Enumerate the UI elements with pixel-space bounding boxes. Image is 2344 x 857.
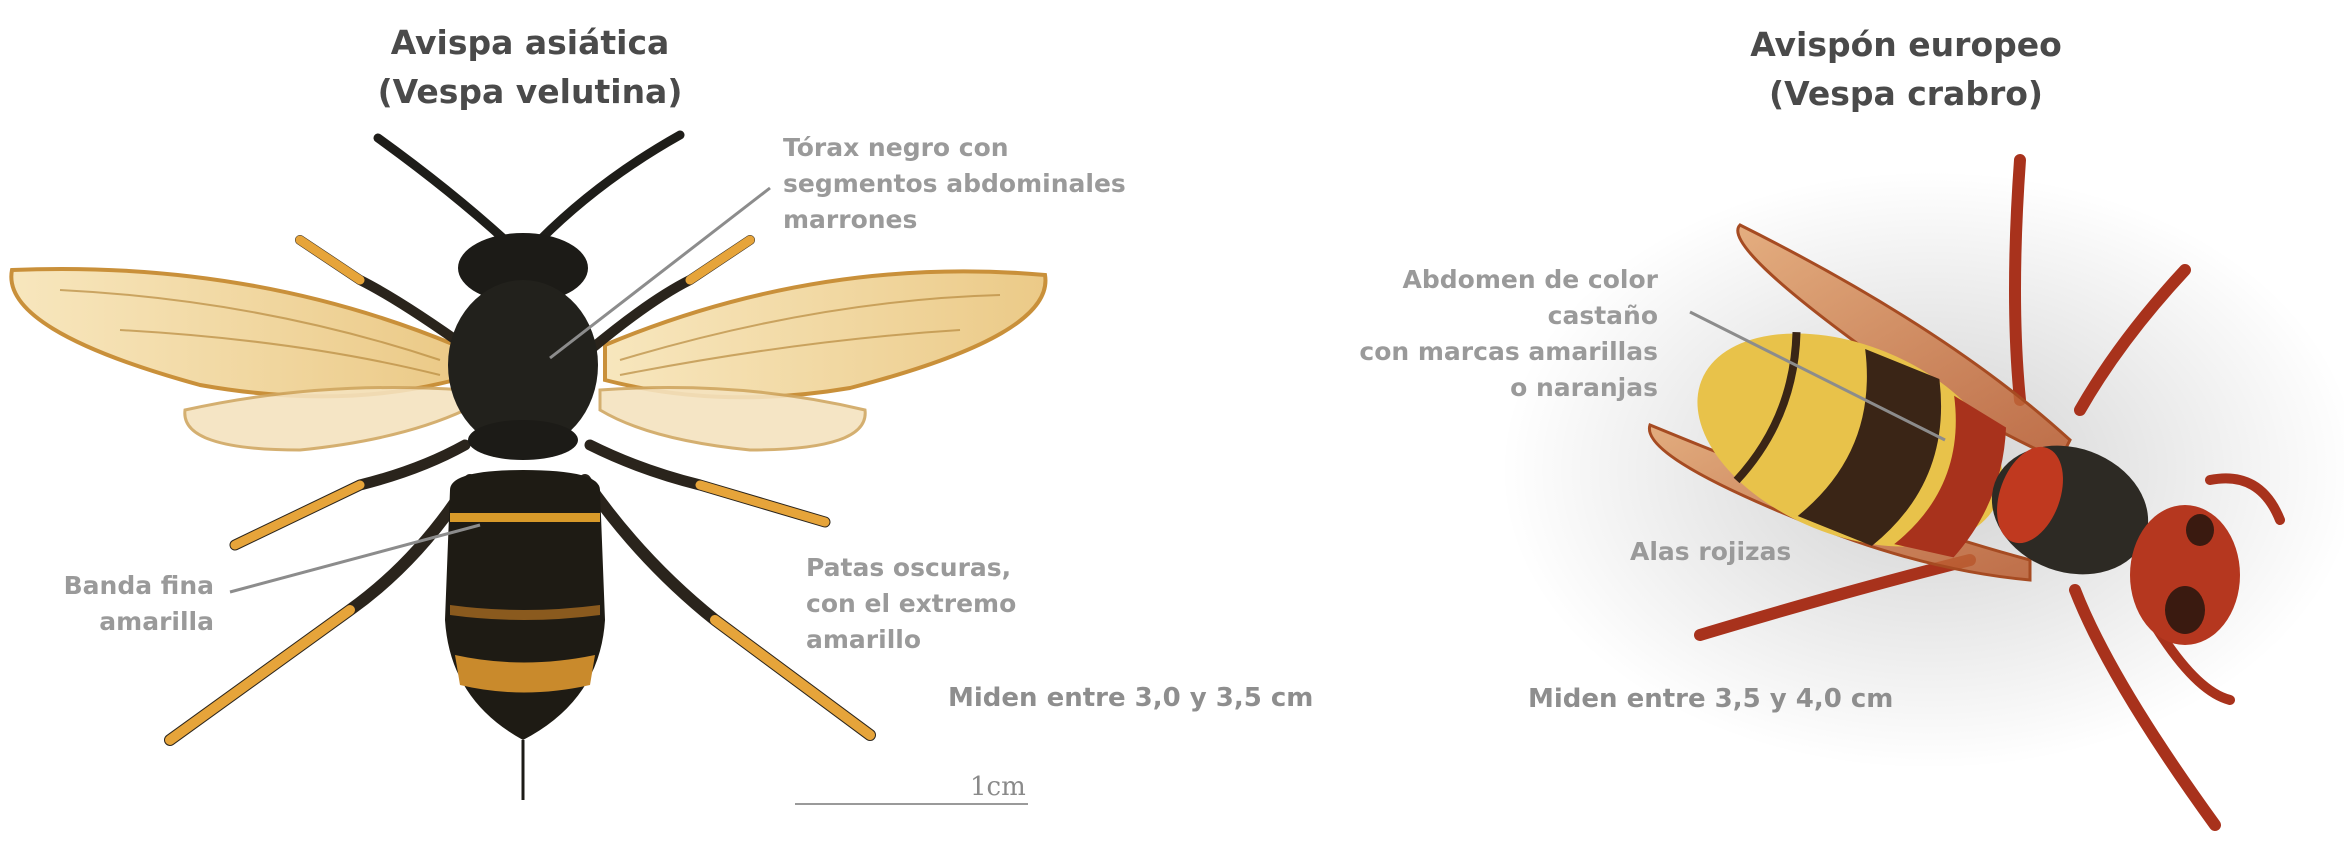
scale-label: 1cm xyxy=(970,772,1026,802)
head-crabro xyxy=(2130,505,2240,645)
label-legs: Patas oscuras, con el extremo amarillo xyxy=(806,553,1017,654)
vespa-crabro-illustration xyxy=(1500,154,2344,831)
hindwing-left xyxy=(183,386,467,452)
thorax xyxy=(448,280,598,450)
label-abdomen: Abdomen de color castaño con marcas amar… xyxy=(1359,265,1658,402)
forewing-left xyxy=(9,266,457,399)
hindwing-right xyxy=(598,386,867,452)
title-crabro-line2: (Vespa crabro) xyxy=(1769,74,2043,113)
abdomen xyxy=(445,470,605,740)
leader-line-abdomen xyxy=(1689,310,1946,442)
antenna-left xyxy=(373,133,510,245)
label-yellow-band: Banda fina amarilla xyxy=(63,571,214,636)
label-wings: Alas rojizas xyxy=(1630,537,1792,566)
label-thorax: Tórax negro con segmentos abdominales ma… xyxy=(783,133,1126,234)
size-crabro: Miden entre 3,5 y 4,0 cm xyxy=(1528,684,1894,714)
leader-line-thorax xyxy=(549,186,771,360)
head xyxy=(458,233,588,303)
title-crabro: Avispón europeo (Vespa crabro) xyxy=(1706,20,2106,118)
vespa-velutina-illustration xyxy=(9,130,1048,800)
leader-line-band xyxy=(229,523,481,594)
title-velutina-line1: Avispa asiática xyxy=(390,23,670,62)
size-velutina: Miden entre 3,0 y 3,5 cm xyxy=(948,683,1314,713)
title-velutina: Avispa asiática (Vespa velutina) xyxy=(330,18,730,116)
title-crabro-line1: Avispón europeo xyxy=(1750,25,2062,64)
title-velutina-line2: (Vespa velutina) xyxy=(377,72,683,111)
yellow-band xyxy=(450,513,600,522)
antenna-right xyxy=(535,130,685,245)
